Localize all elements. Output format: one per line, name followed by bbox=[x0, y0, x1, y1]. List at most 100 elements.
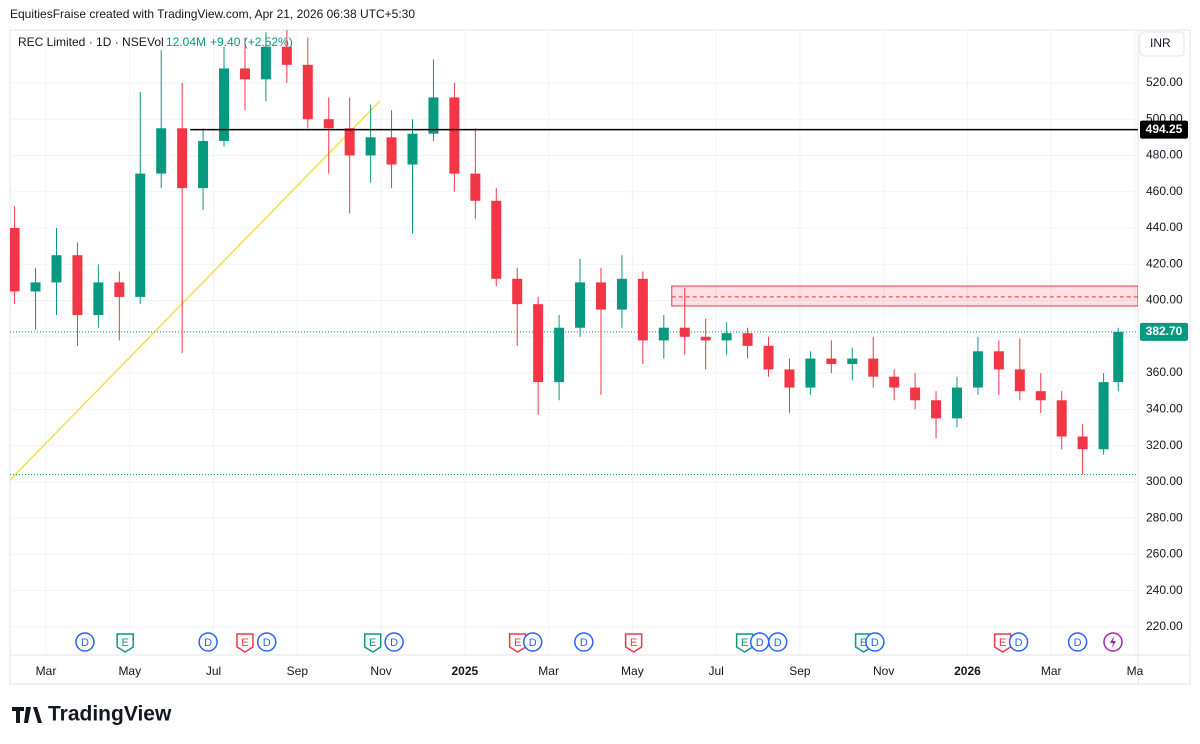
candle-body bbox=[302, 64, 313, 120]
candle-body bbox=[198, 140, 209, 189]
event-marker bbox=[363, 633, 382, 653]
candle-body bbox=[260, 46, 271, 80]
y-tick-label: 520.00 bbox=[1146, 75, 1183, 89]
candle-body bbox=[910, 387, 921, 401]
event-label: D bbox=[774, 637, 782, 649]
candle-body bbox=[1035, 391, 1046, 401]
candle-body bbox=[239, 68, 250, 80]
event-label: D bbox=[529, 637, 537, 649]
candle-body bbox=[323, 119, 334, 129]
y-tick-label: 260.00 bbox=[1146, 547, 1183, 561]
candle-body bbox=[763, 345, 774, 370]
candle-body bbox=[1077, 436, 1088, 450]
candle-body bbox=[993, 351, 1004, 370]
event-label: D bbox=[1074, 637, 1082, 649]
event-label: D bbox=[580, 637, 588, 649]
currency-box[interactable] bbox=[1139, 31, 1185, 57]
candle-body bbox=[700, 336, 711, 341]
candle-body bbox=[847, 358, 858, 364]
x-tick-label: Mar bbox=[36, 664, 57, 678]
y-tick-label: 280.00 bbox=[1146, 510, 1183, 524]
currency: INR bbox=[1150, 36, 1171, 50]
event-label: D bbox=[1015, 637, 1023, 649]
candle-body bbox=[93, 282, 104, 316]
candle-body bbox=[491, 200, 502, 279]
event-marker bbox=[767, 632, 788, 652]
logo bbox=[12, 707, 42, 723]
candle-body bbox=[114, 282, 125, 297]
credit: EquitiesFraise created with TradingView.… bbox=[10, 7, 415, 21]
candle-body bbox=[658, 327, 669, 341]
candle-body bbox=[1113, 331, 1124, 383]
candle-body bbox=[721, 333, 732, 341]
event-label: E bbox=[741, 637, 748, 649]
event-label: D bbox=[81, 637, 89, 649]
y-tick-label: 340.00 bbox=[1146, 401, 1183, 415]
x-tick-label: May bbox=[621, 664, 644, 678]
candle-body bbox=[784, 369, 795, 388]
candle-body bbox=[972, 351, 983, 388]
candle-body bbox=[742, 333, 753, 346]
candle-body bbox=[637, 278, 648, 341]
y-tick-label: 440.00 bbox=[1146, 220, 1183, 234]
x-tick-label: Jul bbox=[206, 664, 221, 678]
last-price-badge bbox=[1140, 322, 1188, 341]
event-label: E bbox=[999, 637, 1006, 649]
candle-body bbox=[616, 278, 627, 310]
x-tick-label: 2026 bbox=[954, 664, 981, 678]
event-label: D bbox=[756, 637, 764, 649]
last-price-label: 382.70 bbox=[1146, 324, 1183, 338]
x-tick-label: Nov bbox=[873, 664, 894, 678]
candle-body bbox=[554, 327, 565, 383]
change: +9.40 (+2.52%) bbox=[210, 35, 293, 49]
hline-badge bbox=[1140, 120, 1188, 139]
candle-body bbox=[428, 97, 439, 134]
event-marker bbox=[256, 632, 277, 652]
event-marker bbox=[236, 633, 254, 653]
event-marker bbox=[508, 633, 527, 653]
event-marker bbox=[522, 632, 543, 652]
x-tick-label: Sep bbox=[287, 664, 309, 678]
candle-body bbox=[1014, 369, 1025, 392]
candle-body bbox=[805, 358, 816, 388]
event-marker bbox=[993, 633, 1012, 653]
y-tick-label: 240.00 bbox=[1146, 583, 1183, 597]
candle-body bbox=[156, 128, 167, 174]
x-tick-label: Jul bbox=[708, 664, 723, 678]
y-tick-label: 320.00 bbox=[1146, 438, 1183, 452]
event-label: E bbox=[860, 637, 867, 649]
candle-body bbox=[386, 137, 397, 165]
event-label: E bbox=[369, 637, 376, 649]
event-marker bbox=[624, 633, 643, 653]
event-marker bbox=[865, 632, 885, 652]
event-marker bbox=[735, 633, 754, 653]
candle-body bbox=[575, 282, 586, 328]
symbol: REC Limited · 1D · NSE bbox=[18, 35, 147, 49]
candle-body bbox=[1056, 400, 1067, 437]
event-label: E bbox=[514, 637, 521, 649]
candle-body bbox=[931, 400, 942, 419]
candle-body bbox=[951, 387, 962, 419]
event-marker bbox=[574, 632, 594, 652]
candle-body bbox=[449, 97, 460, 174]
y-tick-label: 420.00 bbox=[1146, 256, 1183, 270]
candle-body bbox=[344, 128, 355, 156]
event-marker bbox=[198, 632, 218, 652]
y-tick-label: 400.00 bbox=[1146, 293, 1183, 307]
candle-body bbox=[889, 376, 900, 388]
candle-body bbox=[512, 278, 523, 305]
y-tick-label: 360.00 bbox=[1146, 365, 1183, 379]
x-tick-label: May bbox=[118, 664, 141, 678]
event-label: D bbox=[871, 637, 879, 649]
hline-label: 494.25 bbox=[1146, 122, 1183, 136]
candle-body bbox=[595, 282, 606, 310]
event-marker bbox=[75, 632, 95, 652]
candle-body bbox=[72, 255, 83, 316]
x-tick-label: Sep bbox=[789, 664, 811, 678]
candle-body bbox=[407, 133, 418, 165]
event-label: E bbox=[630, 637, 637, 649]
x-tick-label: Mar bbox=[538, 664, 559, 678]
trendline bbox=[10, 100, 381, 481]
y-tick-label: 460.00 bbox=[1146, 184, 1183, 198]
